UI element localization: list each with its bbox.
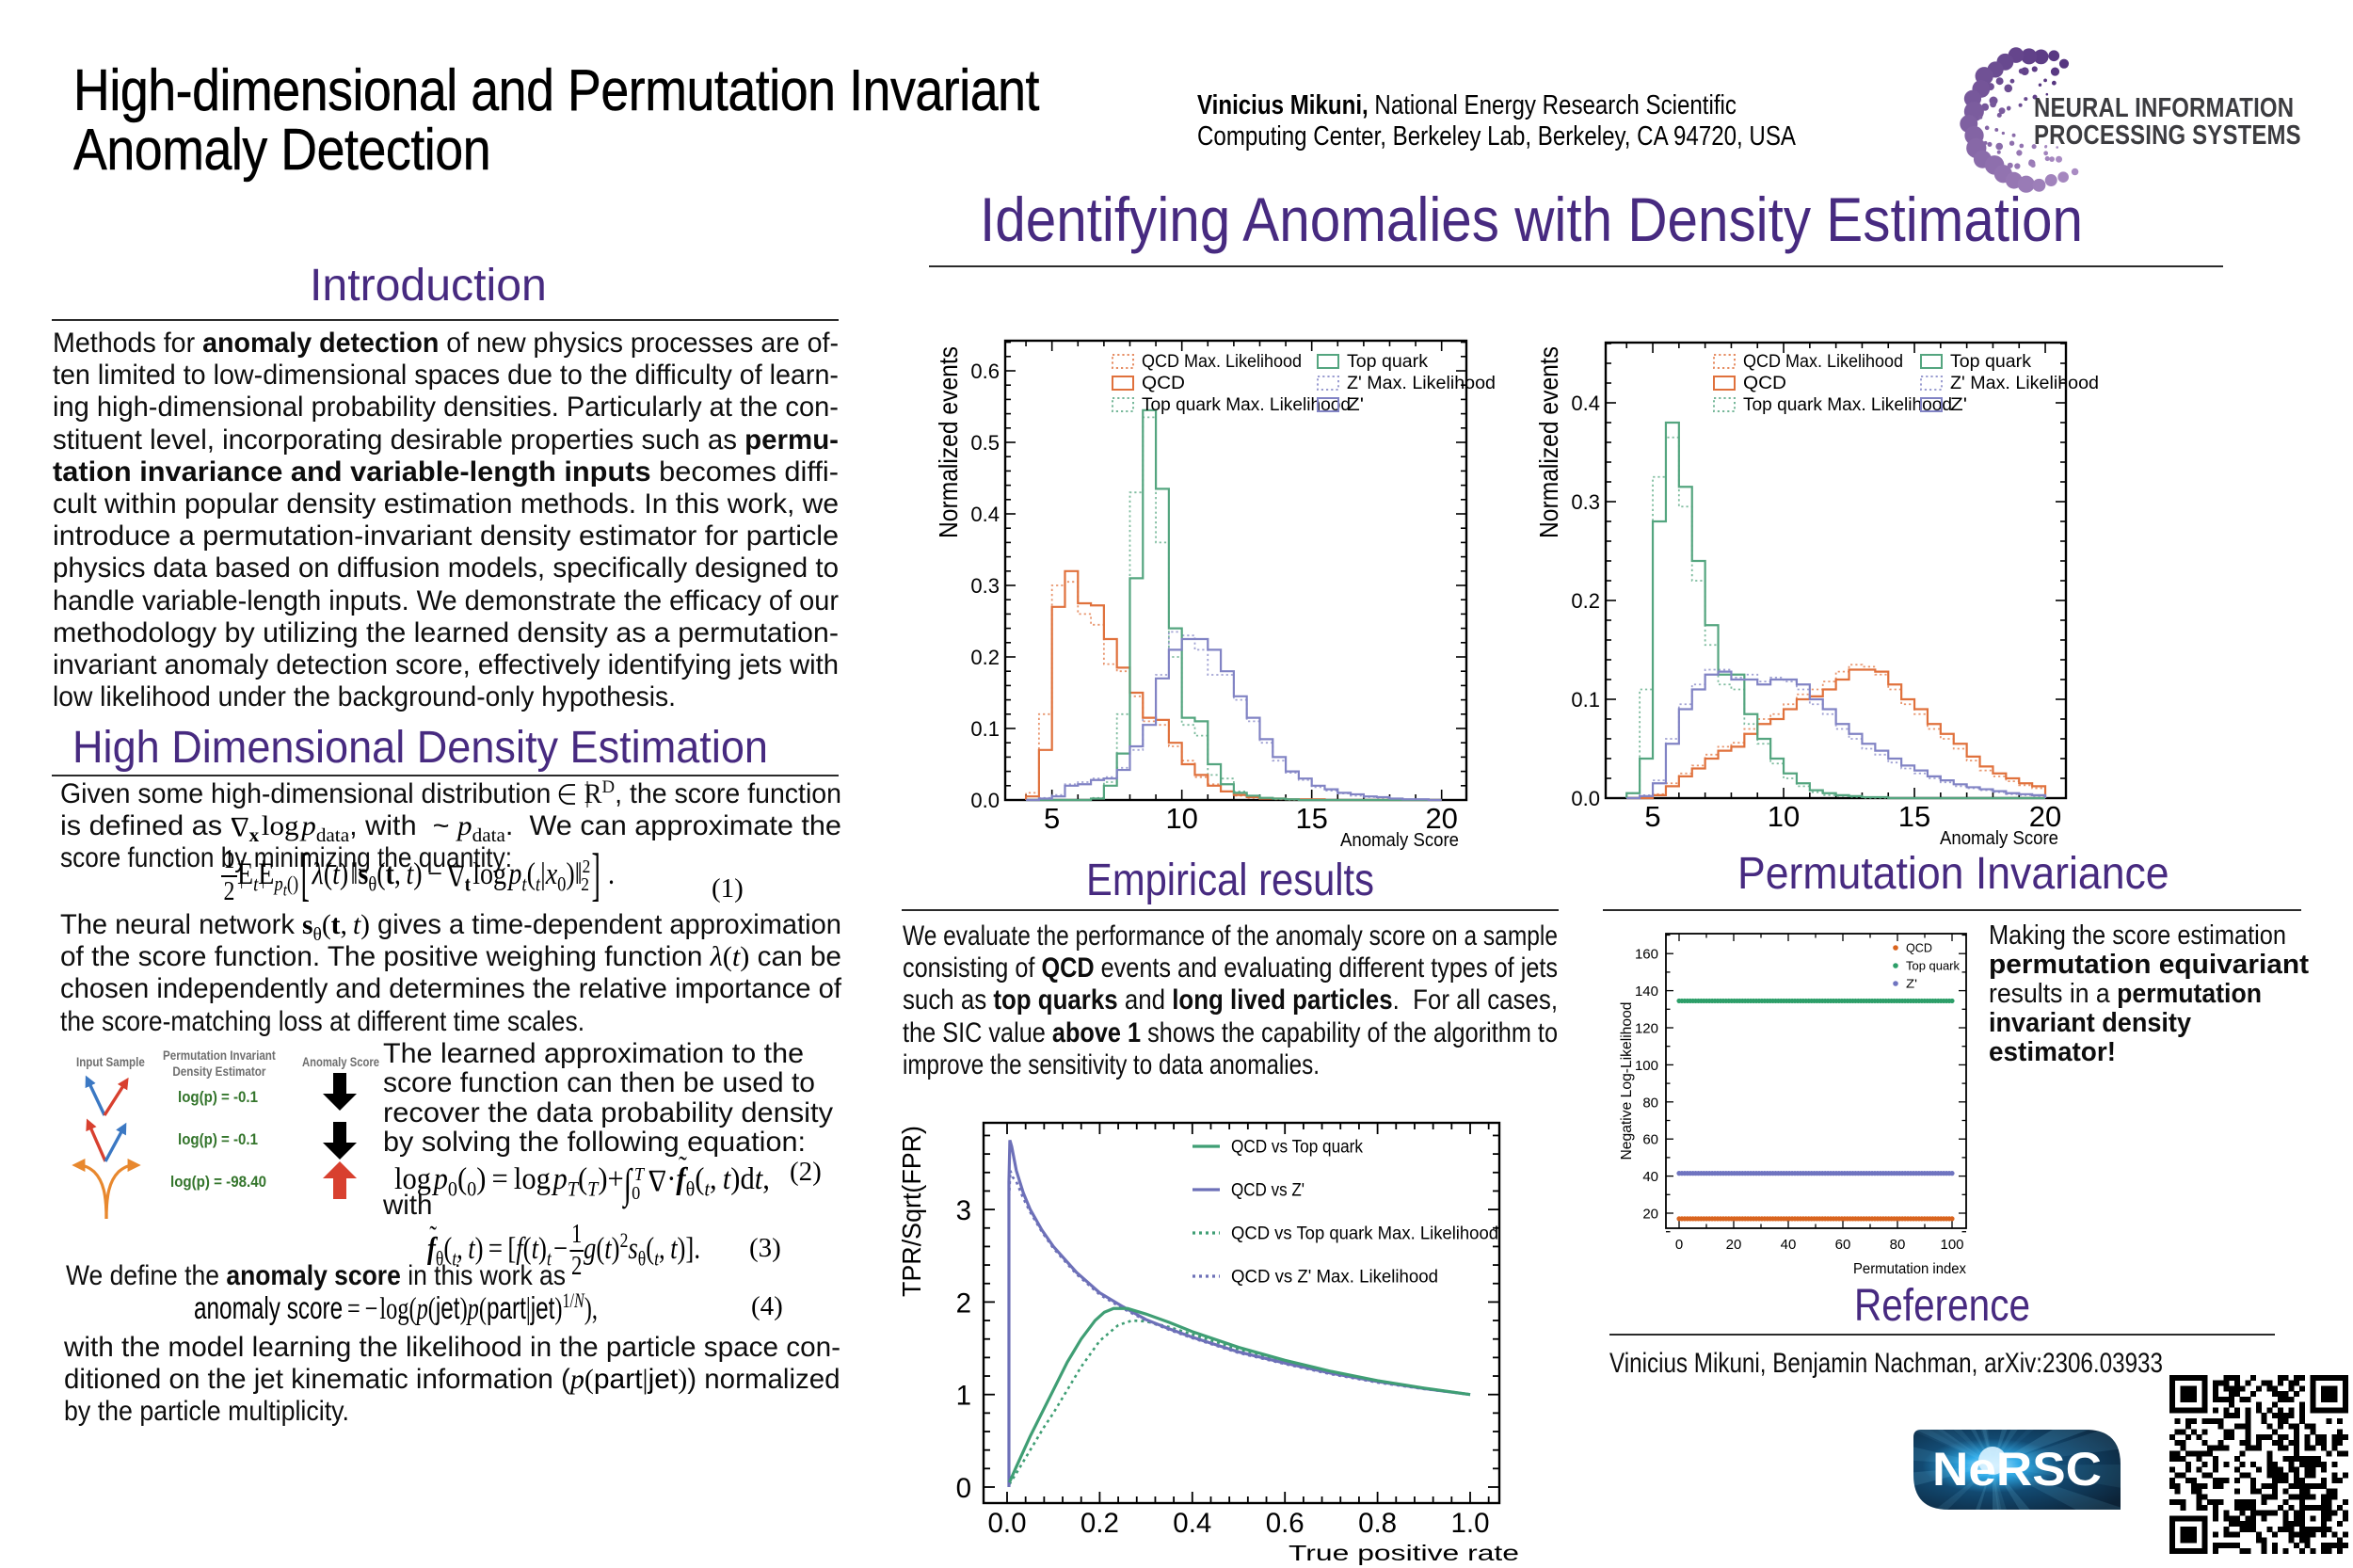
svg-text:Normalized events: Normalized events [1534, 346, 1563, 538]
svg-text:15: 15 [1295, 802, 1327, 835]
svg-text:5: 5 [1044, 802, 1060, 835]
svg-text:Permutation index: Permutation index [1853, 1261, 1966, 1277]
svg-text:0.4: 0.4 [1571, 392, 1600, 415]
svg-text:0.8: 0.8 [1358, 1508, 1397, 1539]
svg-text:NeRSC: NeRSC [1932, 1443, 2102, 1496]
svg-text:20: 20 [1726, 1237, 1742, 1253]
svg-text:QCD vs Top quark: QCD vs Top quark [1231, 1138, 1363, 1158]
svg-text:0.6: 0.6 [1266, 1508, 1305, 1539]
svg-text:20: 20 [1425, 802, 1457, 835]
svg-text:Top quark Max. Likelihood: Top quark Max. Likelihood [1743, 395, 1952, 415]
svg-text:TPR/Sqrt(FPR): TPR/Sqrt(FPR) [897, 1126, 926, 1297]
svg-text:True positive rate: True positive rate [1289, 1541, 1519, 1565]
svg-text:QCD: QCD [1743, 374, 1786, 393]
svg-text:Z': Z' [1347, 395, 1364, 415]
svg-text:0.0: 0.0 [970, 789, 1000, 812]
svg-text:Top quark Max. Likelihood: Top quark Max. Likelihood [1142, 395, 1351, 415]
svg-text:0: 0 [1675, 1237, 1683, 1253]
svg-text:Z' Max. Likelihood: Z' Max. Likelihood [1950, 374, 2099, 393]
svg-text:0.6: 0.6 [970, 360, 1000, 383]
svg-text:1: 1 [956, 1381, 971, 1412]
svg-text:QCD: QCD [1906, 942, 1932, 955]
svg-text:Z' Max. Likelihood: Z' Max. Likelihood [1347, 374, 1496, 393]
svg-text:2: 2 [956, 1288, 971, 1319]
svg-text:Top quark: Top quark [1950, 352, 2032, 372]
svg-text:10: 10 [1165, 802, 1197, 835]
svg-text:0.1: 0.1 [1571, 688, 1600, 712]
svg-text:40: 40 [1642, 1169, 1658, 1185]
svg-text:60: 60 [1835, 1237, 1851, 1253]
svg-text:0.5: 0.5 [970, 431, 1000, 455]
svg-text:0.4: 0.4 [1173, 1508, 1211, 1539]
svg-text:40: 40 [1781, 1237, 1797, 1253]
svg-text:5: 5 [1644, 800, 1660, 833]
svg-text:Negative Log-Likelihood: Negative Log-Likelihood [1619, 1002, 1635, 1160]
svg-text:0.2: 0.2 [1080, 1508, 1119, 1539]
svg-text:Normalized events: Normalized events [934, 346, 963, 538]
svg-text:20: 20 [1642, 1207, 1658, 1223]
svg-text:60: 60 [1642, 1132, 1658, 1148]
svg-text:10: 10 [1768, 800, 1800, 833]
svg-text:0.3: 0.3 [970, 574, 1000, 598]
svg-text:20: 20 [2029, 800, 2061, 833]
svg-text:120: 120 [1635, 1021, 1658, 1037]
svg-text:0.3: 0.3 [1571, 490, 1600, 514]
svg-text:100: 100 [1635, 1058, 1658, 1074]
svg-text:80: 80 [1890, 1237, 1906, 1253]
svg-text:100: 100 [1940, 1237, 1963, 1253]
svg-text:Z': Z' [1906, 978, 1917, 991]
svg-text:QCD vs Top quark Max. Likeliho: QCD vs Top quark Max. Likelihood [1231, 1224, 1498, 1244]
svg-text:3: 3 [956, 1195, 971, 1226]
svg-text:Top quark: Top quark [1347, 352, 1429, 372]
svg-text:Anomaly Score: Anomaly Score [1940, 827, 2058, 849]
svg-text:0.1: 0.1 [970, 717, 1000, 741]
svg-text:1.0: 1.0 [1450, 1508, 1489, 1539]
svg-text:0.4: 0.4 [970, 503, 1000, 526]
svg-text:0.2: 0.2 [1571, 589, 1600, 613]
svg-text:QCD vs Z': QCD vs Z' [1231, 1181, 1305, 1201]
svg-text:15: 15 [1898, 800, 1930, 833]
svg-text:0: 0 [956, 1473, 971, 1504]
svg-text:QCD Max. Likelihood: QCD Max. Likelihood [1142, 352, 1302, 372]
svg-text:160: 160 [1635, 947, 1658, 963]
svg-text:Top quark: Top quark [1906, 960, 1961, 973]
svg-text:0.0: 0.0 [1571, 787, 1600, 810]
svg-text:Anomaly Score: Anomaly Score [1340, 829, 1459, 851]
svg-text:140: 140 [1635, 984, 1658, 1000]
svg-text:0.0: 0.0 [987, 1508, 1026, 1539]
svg-text:QCD vs Z' Max. Likelihood: QCD vs Z' Max. Likelihood [1231, 1268, 1438, 1288]
svg-text:QCD: QCD [1142, 374, 1185, 393]
svg-text:QCD Max. Likelihood: QCD Max. Likelihood [1743, 352, 1903, 372]
svg-text:Z': Z' [1950, 395, 1967, 415]
svg-text:80: 80 [1642, 1095, 1658, 1111]
svg-text:0.2: 0.2 [970, 646, 1000, 669]
